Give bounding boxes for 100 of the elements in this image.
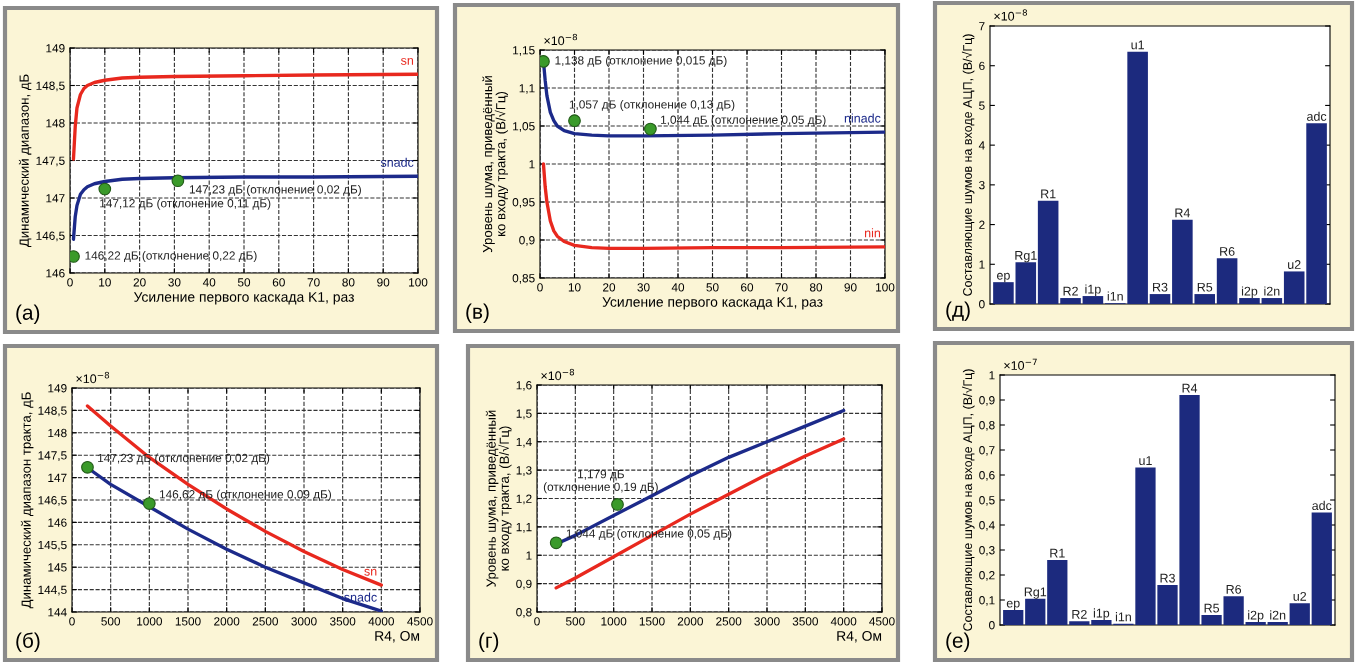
y-tick-label: 147,5	[38, 451, 67, 461]
category-label: i2n	[1264, 286, 1280, 296]
category-label: R6	[1220, 247, 1235, 256]
y-tick-label: 0,95	[512, 198, 535, 208]
category-label: adc	[1307, 111, 1327, 121]
annotation: 146,22 дБ (отклонение 0,22 дБ)	[85, 251, 257, 262]
y-tick-label: 149	[46, 44, 65, 53]
x-tick-label: 100	[409, 278, 428, 287]
bar	[1069, 621, 1090, 625]
text: (б)	[16, 632, 40, 652]
x-tick-label: 60	[741, 283, 754, 292]
x-tick-label: 0	[537, 283, 543, 292]
y-tick-label: 1,1	[519, 84, 535, 94]
category-label: ep	[997, 272, 1010, 283]
y-tick-label: 147	[48, 473, 67, 482]
x-tick-label: 80	[342, 278, 355, 287]
y-tick-label: 0,5	[979, 496, 995, 506]
y-tick-label: 6	[979, 61, 985, 71]
bar	[1003, 610, 1024, 625]
category-label: ep	[1006, 600, 1020, 610]
y-tick-label: 146,5	[36, 231, 65, 242]
x-tick-label: 20	[133, 278, 146, 287]
x-tick-label: 3000	[291, 617, 317, 626]
bar	[1267, 622, 1288, 625]
x-tick-label: 0	[69, 617, 75, 626]
y-tick-label: 146	[48, 518, 67, 527]
bar	[1047, 560, 1068, 625]
x-tick-label: 10	[568, 283, 581, 292]
y-tick-label: 1,1	[516, 523, 532, 533]
x-tick-label: 100	[876, 283, 895, 292]
x-tick-label: 4000	[830, 617, 857, 626]
y-axis-title: Уровень шума, приведённый ко входу тракта, (В/√Гц)	[482, 76, 508, 253]
x-tick-label: 3500	[329, 617, 356, 626]
category-label: i2p	[1248, 610, 1264, 622]
x-tick-label: 2500	[252, 617, 278, 626]
x-tick-label: 1000	[601, 617, 627, 626]
text: (г)	[479, 632, 499, 652]
x-tick-label: 2500	[716, 617, 742, 626]
category-label: Rg1	[1015, 251, 1037, 263]
y-tick-label: 1,15	[513, 46, 535, 56]
text: ×10$^{−8}$	[76, 371, 110, 384]
x-tick-label: 3000	[754, 617, 780, 626]
x-tick-label: 1000	[137, 617, 162, 626]
category-label: R3	[1153, 282, 1168, 292]
y-tick-label: 2	[979, 220, 985, 229]
y-tick-label: 1	[989, 371, 995, 380]
y-axis-title: Уровень шума, приведённый ко входу тракта, (В/√Гц)	[485, 410, 512, 587]
x-axis-title: Усиление первого каскада K1, раз	[602, 297, 823, 310]
category-label: R5	[1197, 282, 1213, 292]
annotation: 147,12 дБ (отклонение 0,11 дБ)	[100, 198, 271, 210]
y-tick-label: 5	[979, 101, 985, 110]
y-tick-label: 148,5	[38, 406, 67, 417]
category-label: R4	[1175, 208, 1190, 218]
annotation: 1,138 дБ (отклонение 0,015 дБ)	[555, 55, 727, 67]
bar	[1037, 200, 1059, 304]
y-axis-title: Составляющие шумов на входе АЦП, (В/√Гц)	[962, 369, 975, 631]
text: ×10$^{−7}$	[1004, 358, 1037, 370]
category-label: Rg1	[1024, 587, 1047, 599]
annotation: 147,23 дБ (отклонение 0,02 дБ)	[189, 184, 361, 196]
x-tick-label: 1500	[175, 617, 201, 626]
x-tick-label: 4000	[368, 617, 394, 626]
series-label: sn	[364, 568, 377, 576]
point	[171, 174, 185, 188]
x-tick-label: 80	[809, 283, 823, 292]
bar	[1261, 298, 1283, 304]
x-tick-label: 4500	[869, 617, 895, 626]
y-tick-label: 146,5	[38, 496, 67, 506]
y-tick-label: 1	[529, 160, 535, 169]
annotation: 1,044 дБ (отклонение 0,05 дБ)	[661, 115, 826, 127]
x-tick-label: 0	[67, 278, 73, 287]
x-axis-title: R4, Ом	[837, 631, 882, 643]
y-tick-label: 147	[46, 194, 65, 203]
y-tick-label: 1	[979, 260, 985, 269]
y-tick-label: 146	[46, 269, 65, 278]
category-label: R6	[1226, 584, 1242, 594]
y-tick-label: 3	[979, 180, 985, 190]
y-tick-label: 1,2	[516, 494, 532, 505]
x-axis-title: R4, Ом	[375, 631, 420, 643]
category-label: adc	[1312, 500, 1332, 511]
y-tick-label: 147,5	[36, 156, 65, 167]
bar	[1025, 598, 1046, 625]
series-label: sn	[400, 57, 414, 65]
text: ×10$^{−8}$	[994, 9, 1028, 21]
category-label: R3	[1160, 573, 1175, 583]
y-tick-label: 0,4	[979, 521, 995, 531]
y-axis-title: Составляющие шумов на входе АЦП, (В/√Гц)	[961, 34, 975, 296]
text: ×10$^{−8}$	[541, 368, 575, 381]
y-tick-label: 1,6	[516, 381, 532, 391]
category-label: u2	[1288, 260, 1301, 269]
category-label: u1	[1131, 40, 1144, 50]
category-label: i1p	[1085, 284, 1101, 297]
bar	[993, 282, 1014, 304]
category-label: i1p	[1093, 608, 1110, 620]
y-tick-label: 1	[526, 551, 532, 560]
y-tick-label: 1,05	[513, 122, 535, 132]
x-tick-label: 4500	[407, 617, 433, 626]
annotation: 1,179 дБ (отклонение 0,19 дБ)	[543, 469, 658, 494]
category-label: u2	[1293, 591, 1307, 601]
y-tick-label: 0,7	[979, 446, 995, 456]
category-label: R1	[1041, 189, 1056, 199]
